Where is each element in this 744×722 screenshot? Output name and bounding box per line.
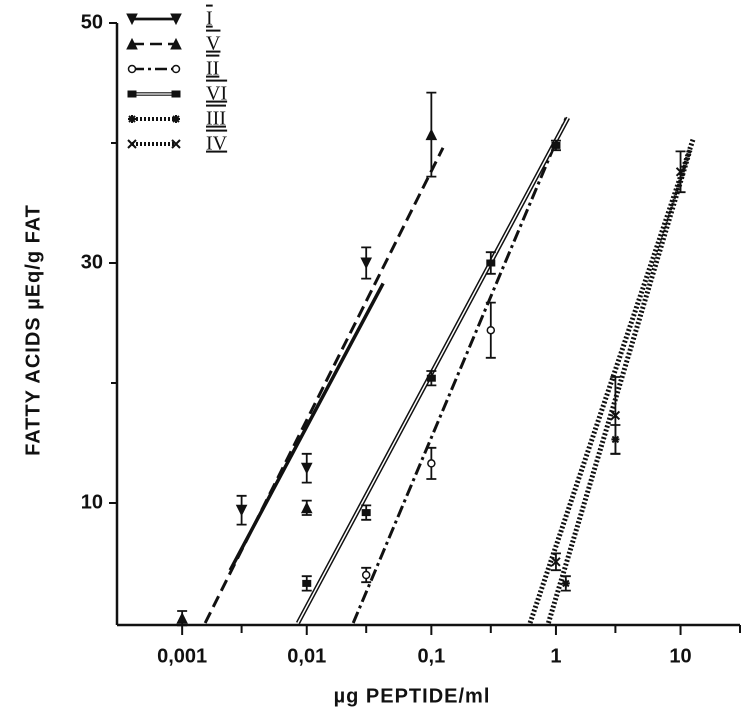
data-point — [361, 509, 371, 517]
legend-marker — [171, 64, 181, 74]
legend-label: VI — [206, 83, 227, 105]
x-tick-label: 1 — [550, 645, 561, 667]
data-point — [425, 128, 438, 141]
legend-marker — [126, 13, 138, 26]
data-point — [235, 504, 248, 517]
y-tick-label: 10 — [81, 491, 103, 513]
data-point — [176, 612, 188, 624]
legend-marker — [170, 13, 182, 26]
legend-label: I — [206, 8, 213, 30]
x-axis-label: µg PEPTIDE/ml — [334, 685, 491, 707]
legend-marker — [127, 90, 137, 98]
fit-line — [203, 147, 445, 624]
fit-line — [351, 114, 569, 624]
data-point — [427, 459, 436, 468]
legend-marker — [170, 37, 182, 50]
x-tick-label: 0,01 — [287, 645, 326, 667]
data-point — [486, 325, 496, 335]
legend-marker — [171, 139, 181, 149]
data-point — [551, 141, 561, 149]
data-point — [300, 462, 313, 475]
data-point — [486, 259, 496, 267]
legend-label: II — [206, 58, 219, 80]
legend-marker — [128, 115, 136, 123]
y-axis-label: FATTY ACIDS µEq/g FAT — [22, 204, 44, 456]
legend-label: IV — [206, 133, 228, 155]
legend-marker — [172, 115, 180, 123]
legend-marker — [171, 90, 181, 98]
x-tick-label: 0,1 — [417, 645, 445, 667]
data-point — [302, 579, 312, 587]
legend-label: V — [206, 33, 221, 55]
legend-marker — [126, 37, 138, 50]
legend-marker — [127, 139, 137, 149]
x-tick-label: 0,001 — [157, 645, 207, 667]
data-point — [426, 374, 436, 382]
x-tick-label: 10 — [669, 645, 691, 667]
data-point — [360, 257, 373, 270]
data-point — [610, 410, 621, 421]
legend-label: III — [206, 108, 226, 130]
data-point — [561, 579, 570, 588]
data-point — [551, 557, 561, 567]
legend-marker — [127, 64, 137, 74]
data-point — [675, 167, 686, 177]
y-tick-label: 50 — [81, 11, 103, 33]
fit-line — [546, 149, 693, 624]
fit-line — [527, 138, 696, 624]
y-tick-label: 30 — [81, 251, 103, 273]
data-point — [361, 570, 371, 580]
data-point — [300, 501, 313, 514]
fit-line — [228, 282, 385, 572]
